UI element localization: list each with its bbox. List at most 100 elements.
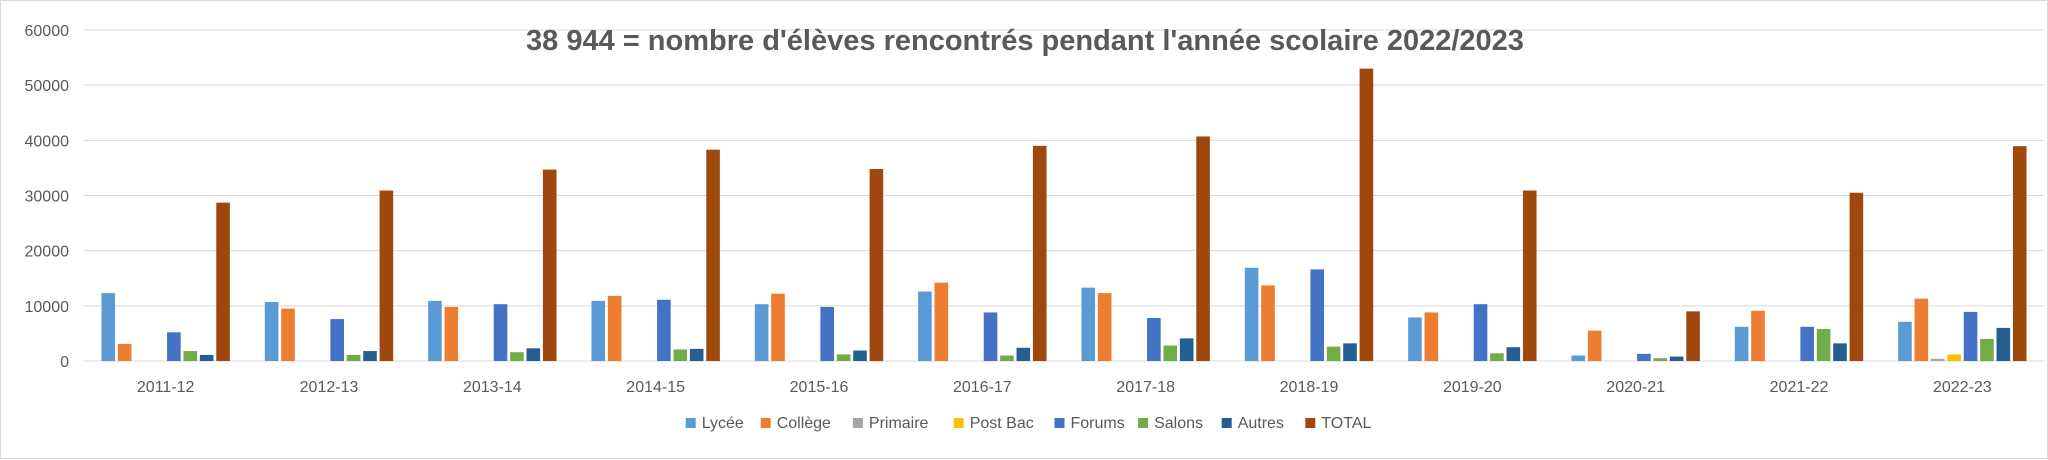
bar-lycée-2011-12 [101,293,116,361]
bar-total-2014-15 [706,149,720,361]
x-tick-label: 2011-12 [137,379,195,396]
bar-collège-2015-16 [771,293,785,361]
bar-forums-2019-20 [1473,304,1488,361]
legend-swatch [1305,418,1316,428]
bar-collège-2011-12 [117,343,132,361]
bar-salons-2015-16 [836,354,851,361]
bar-collège-2013-14 [444,306,459,361]
bar-autres-2014-15 [689,348,704,361]
legend-label: TOTAL [1321,415,1371,432]
bar-forums-2020-21 [1637,353,1651,361]
x-tick-label: 2015-16 [790,379,849,396]
bar-total-2013-14 [542,169,557,361]
bar-collège-2022-23 [1914,298,1929,361]
bar-autres-2020-21 [1669,356,1684,361]
bar-total-2022-23 [2012,146,2027,361]
y-tick-label: 20000 [25,244,70,261]
bar-salons-2019-20 [1490,353,1504,361]
bar-salons-2013-14 [510,352,524,361]
bar-forums-2013-14 [493,304,508,361]
bar-total-2011-12 [216,202,230,361]
bar-autres-2018-19 [1343,343,1357,361]
bar-autres-2015-16 [853,350,867,361]
bar-salons-2018-19 [1326,346,1341,361]
bar-collège-2012-13 [281,308,295,361]
x-tick-label: 2019-20 [1443,379,1502,396]
legend-label: Lycée [702,415,744,432]
x-tick-label: 2017-18 [1116,379,1175,396]
bar-forums-2016-17 [983,312,998,361]
bar-total-2012-13 [379,190,394,361]
bars [101,68,2027,362]
legend-item-autres: Autres [1221,415,1284,432]
legend-label: Salons [1154,415,1203,432]
x-tick-label: 2021-22 [1770,379,1829,396]
bar-lycée-2022-23 [1898,321,1912,361]
bar-lycée-2013-14 [428,300,442,361]
x-tick-label: 2012-13 [300,379,359,396]
x-tick-label: 2018-19 [1280,379,1339,396]
bar-post-bac-2022-23 [1947,354,1961,361]
y-axis-ticks: 0 10000 20000 30000 40000 50000 60000 [25,23,70,371]
bar-collège-2021-22 [1751,310,1765,361]
legend-item-collège: Collège [760,415,831,432]
bar-total-2016-17 [1032,145,1047,361]
bar-lycée-2012-13 [264,301,279,361]
bar-forums-2021-22 [1800,326,1814,361]
bar-forums-2015-16 [820,306,834,361]
x-tick-label: 2013-14 [463,379,522,396]
y-tick-label: 50000 [25,78,70,95]
bar-collège-2019-20 [1424,312,1439,361]
legend-item-lycée: Lycée [685,415,744,432]
legend-label: Autres [1238,415,1284,432]
bar-autres-2022-23 [1996,327,2011,361]
bar-lycée-2019-20 [1408,317,1422,361]
x-tick-label: 2014-15 [626,379,685,396]
bar-autres-2013-14 [526,348,541,361]
bar-salons-2014-15 [673,349,688,361]
legend-label: Primaire [869,415,929,432]
bar-lycée-2016-17 [918,291,932,361]
y-tick-label: 30000 [25,189,70,206]
bar-salons-2012-13 [346,354,361,361]
bar-autres-2011-12 [199,354,214,361]
bar-lycée-2017-18 [1081,287,1096,361]
legend-swatch [685,418,696,428]
legend-swatch [1054,418,1065,428]
legend-swatch [852,418,863,428]
gridlines [84,29,2044,362]
bar-forums-2011-12 [167,332,181,361]
bar-autres-2016-17 [1016,347,1031,361]
legend-label: Post Bac [970,415,1034,432]
chart-title: 38 944 = nombre d'élèves rencontrés pend… [526,25,1524,57]
x-tick-label: 2016-17 [953,379,1012,396]
legend-item-total: TOTAL [1305,415,1371,432]
bar-total-2017-18 [1196,136,1210,361]
legend-swatch [953,418,964,428]
x-tick-label: 2022-23 [1933,379,1992,396]
bar-autres-2012-13 [363,351,377,361]
bar-autres-2021-22 [1833,343,1847,361]
bar-total-2015-16 [869,169,884,361]
bar-forums-2014-15 [657,299,671,361]
bar-lycée-2020-21 [1571,355,1586,361]
bar-total-2018-19 [1359,68,1374,362]
x-axis-ticks: 2011-12 2012-13 2013-14 2014-15 2015-16 2016-… [137,379,1992,396]
bar-primaire-2022-23 [1930,358,1945,361]
bar-forums-2017-18 [1147,317,1161,361]
x-tick-label: 2020-21 [1606,379,1665,396]
legend-item-primaire: Primaire [852,415,929,432]
bar-salons-2016-17 [1000,355,1014,361]
y-tick-label: 10000 [25,299,70,316]
bar-collège-2018-19 [1261,285,1275,361]
bar-lycée-2014-15 [591,300,606,361]
bar-salons-2017-18 [1163,345,1178,361]
y-tick-label: 0 [60,354,69,371]
bar-total-2021-22 [1849,192,1864,361]
legend-swatch [1221,418,1232,428]
bar-salons-2021-22 [1816,329,1831,361]
legend-swatch [1138,418,1149,428]
legend-label: Collège [777,415,831,432]
